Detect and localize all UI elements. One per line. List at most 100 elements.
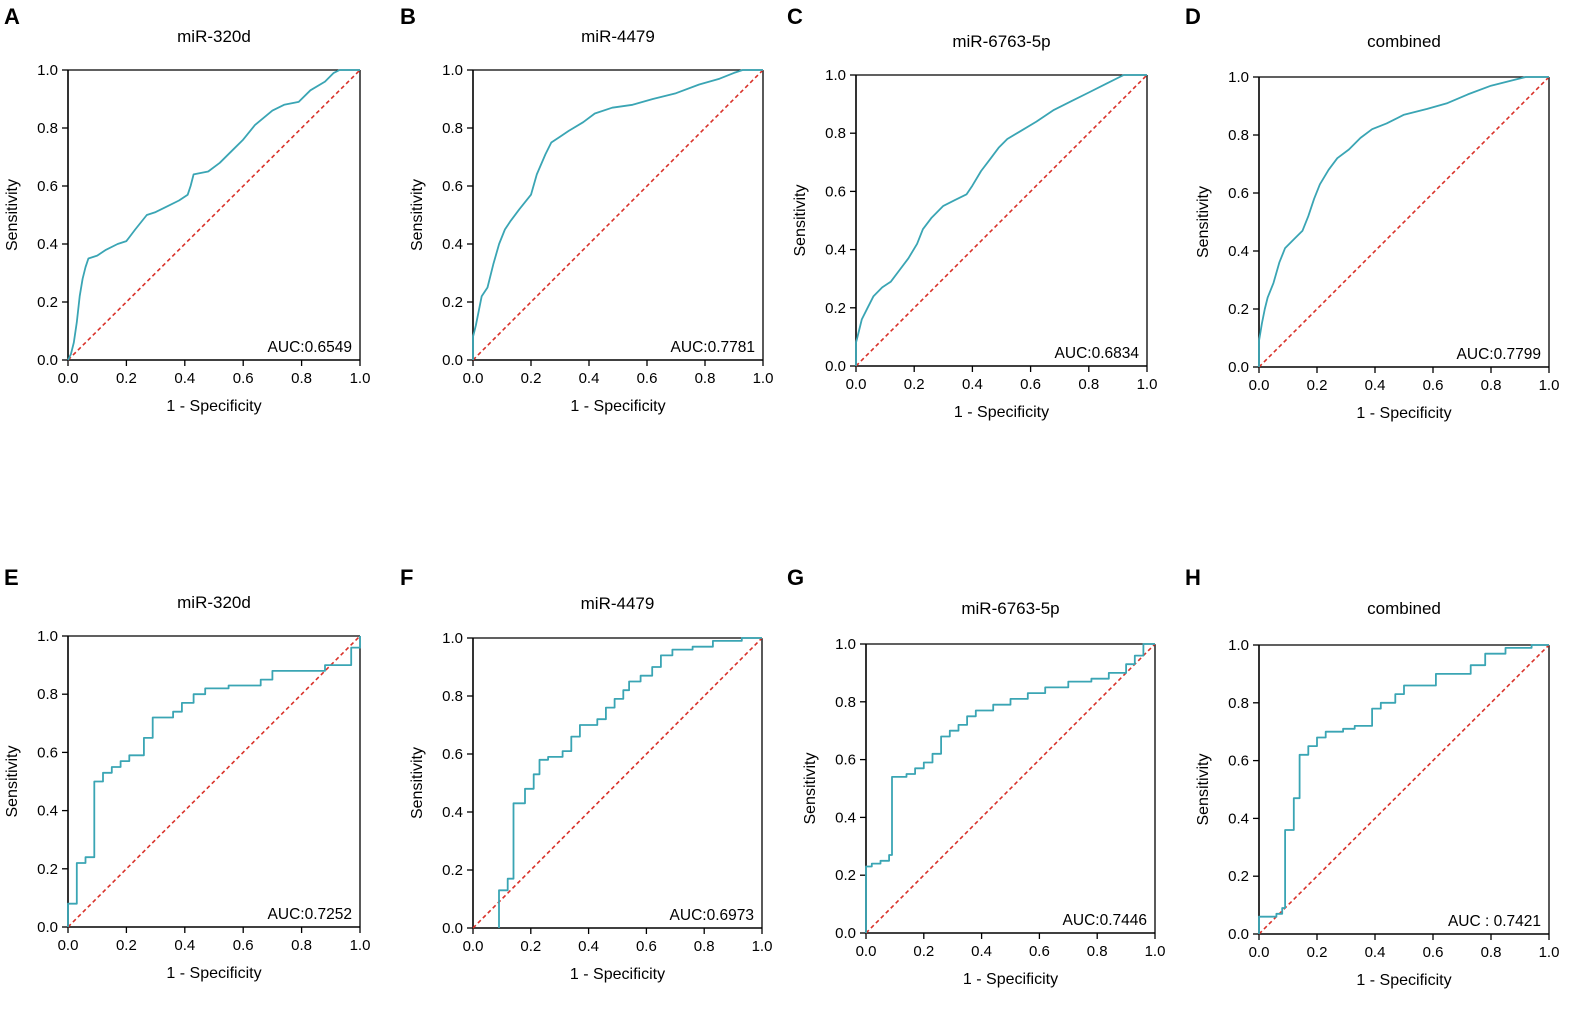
x-tick-label: 0.6 <box>233 370 254 387</box>
reference-line <box>67 635 361 928</box>
x-tick-label: 0.2 <box>521 370 542 387</box>
y-tick-label: 0.0 <box>1228 359 1249 376</box>
x-tick-label: 0.2 <box>116 370 137 387</box>
x-tick-label: 0.0 <box>58 937 79 954</box>
chart-title: combined <box>1367 599 1441 618</box>
panel-label: H <box>1185 565 1201 590</box>
y-tick-label: 0.6 <box>825 183 846 200</box>
y-tick-label: 0.0 <box>1228 926 1249 943</box>
y-tick-label: 0.4 <box>1228 810 1249 827</box>
y-tick-label: 0.8 <box>1228 695 1249 712</box>
y-axis-label: Sensitivity <box>409 747 426 819</box>
x-axis-label: 1 - Specificity <box>954 404 1049 421</box>
y-tick-label: 0.0 <box>37 352 58 369</box>
x-tick-label: 0.4 <box>1365 944 1386 961</box>
x-tick-label: 1.0 <box>1137 376 1158 393</box>
y-tick-label: 0.8 <box>825 125 846 142</box>
panel-label: F <box>400 565 413 590</box>
x-axis-label: 1 - Specificity <box>166 965 261 982</box>
x-tick-label: 0.0 <box>58 370 79 387</box>
y-tick-label: 0.0 <box>37 919 58 936</box>
y-tick-label: 1.0 <box>442 62 463 79</box>
reference-line <box>472 637 763 929</box>
reference-line <box>1258 76 1550 368</box>
x-tick-label: 0.4 <box>971 943 992 960</box>
y-tick-label: 0.4 <box>835 809 856 826</box>
reference-line <box>472 69 764 361</box>
y-tick-label: 0.8 <box>442 688 463 705</box>
x-tick-label: 1.0 <box>1539 377 1560 394</box>
chart-title: miR-6763-5p <box>961 599 1059 618</box>
reference-line <box>1258 644 1550 935</box>
x-axis-label: 1 - Specificity <box>1356 972 1451 989</box>
y-tick-label: 0.0 <box>825 358 846 375</box>
auc-label: AUC:0.6549 <box>268 339 352 356</box>
x-tick-label: 0.0 <box>1249 377 1270 394</box>
y-tick-label: 0.6 <box>1228 753 1249 770</box>
x-tick-label: 0.8 <box>695 370 716 387</box>
x-tick-label: 0.6 <box>1020 376 1041 393</box>
x-tick-label: 0.2 <box>913 943 934 960</box>
y-tick-label: 0.8 <box>1228 127 1249 144</box>
y-tick-label: 0.2 <box>835 867 856 884</box>
x-axis-label: 1 - Specificity <box>570 966 665 983</box>
panel-label: B <box>400 4 416 29</box>
y-tick-label: 0.2 <box>1228 301 1249 318</box>
x-tick-label: 0.4 <box>174 370 195 387</box>
roc-curve <box>498 637 762 928</box>
y-tick-label: 0.2 <box>442 862 463 879</box>
y-tick-label: 0.8 <box>37 120 58 137</box>
y-tick-label: 0.6 <box>1228 185 1249 202</box>
y-tick-label: 1.0 <box>442 630 463 647</box>
x-tick-label: 0.0 <box>463 938 484 955</box>
y-tick-label: 0.2 <box>1228 868 1249 885</box>
auc-label: AUC:0.7446 <box>1063 912 1147 929</box>
reference-line <box>67 69 361 361</box>
auc-label: AUC:0.7252 <box>268 906 352 923</box>
y-tick-label: 0.2 <box>37 294 58 311</box>
y-axis-label: Sensitivity <box>4 745 21 817</box>
reference-line <box>855 74 1148 367</box>
y-tick-label: 0.4 <box>825 242 846 259</box>
y-tick-label: 0.0 <box>442 352 463 369</box>
x-tick-label: 0.8 <box>1087 943 1108 960</box>
x-tick-label: 0.8 <box>1078 376 1099 393</box>
x-tick-label: 0.8 <box>291 370 312 387</box>
y-tick-label: 0.4 <box>442 236 463 253</box>
y-axis-label: Sensitivity <box>792 184 809 256</box>
x-tick-label: 0.6 <box>1423 377 1444 394</box>
y-tick-label: 0.6 <box>37 178 58 195</box>
x-tick-label: 1.0 <box>350 370 371 387</box>
x-tick-label: 0.4 <box>174 937 195 954</box>
y-tick-label: 0.8 <box>37 686 58 703</box>
roc-curve <box>1258 76 1549 367</box>
x-tick-label: 1.0 <box>350 937 371 954</box>
auc-label: AUC:0.6973 <box>670 907 754 924</box>
x-tick-label: 1.0 <box>752 938 773 955</box>
auc-label: AUC:0.7781 <box>671 339 755 356</box>
chart-title: miR-4479 <box>581 27 655 46</box>
panel-label: C <box>787 4 803 29</box>
y-tick-label: 0.6 <box>442 178 463 195</box>
x-axis-label: 1 - Specificity <box>1356 405 1451 422</box>
x-tick-label: 1.0 <box>1539 944 1560 961</box>
x-axis-label: 1 - Specificity <box>963 971 1058 988</box>
x-tick-label: 0.0 <box>463 370 484 387</box>
panel-label: A <box>4 4 20 29</box>
reference-line <box>865 643 1156 934</box>
x-tick-label: 0.2 <box>520 938 541 955</box>
x-tick-label: 0.2 <box>1307 377 1328 394</box>
y-tick-label: 0.6 <box>442 746 463 763</box>
chart-title: miR-4479 <box>581 594 655 613</box>
x-tick-label: 0.4 <box>962 376 983 393</box>
x-axis-label: 1 - Specificity <box>166 398 261 415</box>
x-tick-label: 0.0 <box>1249 944 1270 961</box>
